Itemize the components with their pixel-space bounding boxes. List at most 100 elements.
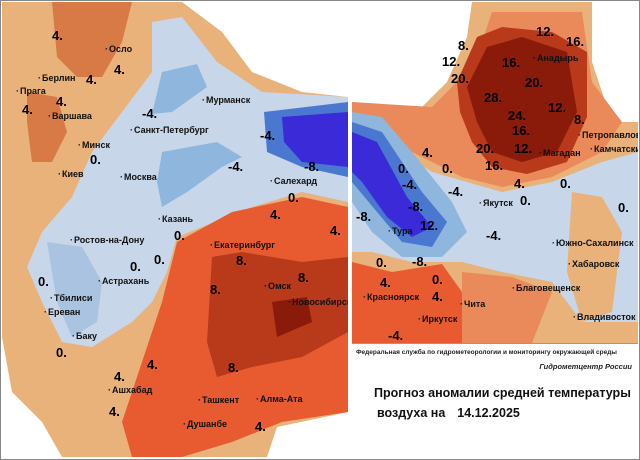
city-label: Екатеринбург <box>210 240 275 250</box>
isoline-label: -8. <box>356 209 372 224</box>
city-label: Мурманск <box>202 95 250 105</box>
isoline-label: 8. <box>458 38 469 53</box>
isoline-label: -4. <box>228 159 244 174</box>
isoline-label: 16. <box>502 55 521 70</box>
isoline-label: 28. <box>484 90 503 105</box>
isoline-label: 8. <box>574 112 585 127</box>
city-label: Киев <box>58 169 84 179</box>
isoline-label: 4. <box>330 223 341 238</box>
isoline-label: 4. <box>109 404 120 419</box>
city-label: Санкт-Петербург <box>130 125 209 135</box>
isoline-label: 16. <box>512 123 531 138</box>
anomaly-fill-left <box>2 2 348 457</box>
city-label: Хабаровск <box>568 259 619 269</box>
city-label: Москва <box>120 172 157 182</box>
city-label: Анадырь <box>533 53 578 63</box>
isoline-label: 0. <box>38 274 49 289</box>
isoline-label: -4. <box>142 106 158 121</box>
city-label: Чита <box>460 299 485 309</box>
isoline-label: -4. <box>388 328 404 343</box>
city-label: Благовещенск <box>512 283 580 293</box>
city-label: Петропавловск <box>578 130 638 140</box>
city-label: Берлин <box>38 73 75 83</box>
forecast-title: Прогноз аномалии средней температуры <box>374 386 631 400</box>
isoline-label: 4. <box>52 28 63 43</box>
city-label: Салехард <box>270 176 317 186</box>
forecast-title-line2: воздуха на 14.12.2025 <box>377 406 520 420</box>
isoline-label: 0. <box>432 272 443 287</box>
isoline-label: 4. <box>422 145 433 160</box>
center-name: Гидрометцентр России <box>539 362 632 371</box>
city-label: Южно-Сахалинск <box>552 238 634 248</box>
isoline-label: 8. <box>210 282 221 297</box>
isoline-label: 4. <box>514 176 525 191</box>
isoline-label: -4. <box>486 228 502 243</box>
isoline-label: 0. <box>288 190 299 205</box>
city-label: Владивосток <box>573 312 636 322</box>
city-label: Прага <box>16 86 46 96</box>
city-label: Душанбе <box>183 419 227 429</box>
city-label: Минск <box>78 140 110 150</box>
city-label: Казань <box>158 214 193 224</box>
isoline-label: 12. <box>420 218 439 233</box>
city-label: Варшава <box>48 111 92 121</box>
isoline-label: 0. <box>520 193 531 208</box>
city-label: Ростов-на-Дону <box>70 235 144 245</box>
isoline-label: 0. <box>56 345 67 360</box>
isoline-label: -8. <box>304 159 320 174</box>
isoline-label: 4. <box>255 419 266 434</box>
isoline-label: 12. <box>514 141 533 156</box>
city-label: Алма-Ата <box>256 394 303 404</box>
city-label: Якутск <box>479 198 513 208</box>
city-label: Ереван <box>44 307 80 317</box>
isoline-label: -4. <box>448 184 464 199</box>
eastern-russia-map: Анадырь Петропавловск Камчатский Магадан… <box>352 2 638 343</box>
city-label: Омск <box>264 281 291 291</box>
city-label: Астрахань <box>98 276 149 286</box>
isoline-label: 0. <box>130 259 141 274</box>
isoline-label: 4. <box>270 207 281 222</box>
isoline-label: 12. <box>442 54 461 69</box>
isoline-label: 0. <box>442 161 453 176</box>
city-label: Магадан <box>539 148 581 158</box>
forecast-date: 14.12.2025 <box>457 406 520 420</box>
isoline-label: 16. <box>485 158 504 173</box>
city-label: Баку <box>72 331 97 341</box>
isoline-label: 4. <box>114 62 125 77</box>
isoline-label: -4. <box>402 177 418 192</box>
western-russia-map: Осло Берлин Прага Варшава Минск Киев Мос… <box>2 2 348 457</box>
isoline-label: 8. <box>228 360 239 375</box>
isoline-label: 0. <box>376 255 387 270</box>
isoline-label: -8. <box>408 199 424 214</box>
city-label: Тбилиси <box>50 293 92 303</box>
isoline-label: 12. <box>548 100 567 115</box>
city-label: Новосибирск <box>288 297 348 307</box>
forecast-info-box: Федеральная служба по гидрометеорологии … <box>352 343 638 459</box>
city-label: Камчатский <box>590 144 638 154</box>
isoline-label: 4. <box>86 72 97 87</box>
isoline-label: 0. <box>560 176 571 191</box>
city-label: Красноярск <box>363 292 419 302</box>
forecast-title-prefix: воздуха на <box>377 406 446 420</box>
isoline-label: 0. <box>90 152 101 167</box>
isoline-label: 0. <box>618 200 629 215</box>
agency-name: Федеральная служба по гидрометеорологии … <box>356 349 617 356</box>
city-label: Ташкент <box>198 395 239 405</box>
isoline-label: 8. <box>236 253 247 268</box>
isoline-label: 0. <box>174 228 185 243</box>
isoline-label: 12. <box>536 24 555 39</box>
city-label: Тура <box>388 226 413 236</box>
isoline-label: 16. <box>566 34 585 49</box>
city-label: Ашхабад <box>108 385 152 395</box>
isoline-label: -8. <box>412 254 428 269</box>
isoline-label: 20. <box>525 75 544 90</box>
isoline-label: 4. <box>114 369 125 384</box>
isoline-label: 4. <box>432 289 443 304</box>
isoline-label: 0. <box>154 252 165 267</box>
isoline-label: 0. <box>398 161 409 176</box>
isoline-label: 20. <box>476 141 495 156</box>
isoline-label: 4. <box>22 102 33 117</box>
isoline-label: 4. <box>380 275 391 290</box>
city-label: Иркутск <box>418 314 457 324</box>
isoline-label: -4. <box>260 128 276 143</box>
